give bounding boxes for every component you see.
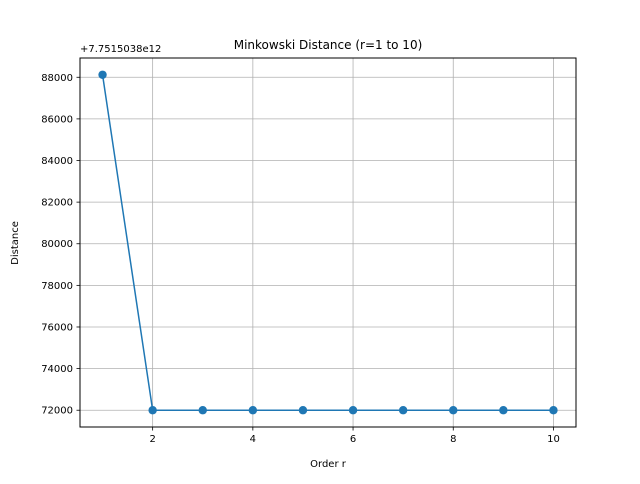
tick-layer: 2 4 6 8 10 72000 74000 76000 78000 80000 82000 8400… xyxy=(41,73,560,445)
data-point-marker xyxy=(148,406,157,415)
y-tick-label: 82000 xyxy=(41,198,73,209)
y-tick-label: 76000 xyxy=(41,322,73,333)
data-point-marker xyxy=(248,406,258,415)
axes-background xyxy=(80,58,576,427)
y-tick-label: 88000 xyxy=(41,73,73,84)
x-axis-label: Order r xyxy=(310,459,347,470)
x-tick-label: 6 xyxy=(350,434,356,445)
x-tick-label: 10 xyxy=(547,434,560,445)
data-point-marker xyxy=(298,406,308,415)
chart-title: Minkowski Distance (r=1 to 10) xyxy=(234,38,423,52)
data-point-marker xyxy=(348,406,358,415)
data-point-marker xyxy=(398,406,408,415)
x-tick-label: 4 xyxy=(250,434,256,445)
y-tick-label: 86000 xyxy=(41,114,73,125)
data-point-marker xyxy=(449,406,458,415)
y-tick-label: 78000 xyxy=(41,281,73,292)
x-tick-label: 8 xyxy=(450,434,456,445)
data-point-marker xyxy=(499,406,508,415)
x-tick-label: 2 xyxy=(149,434,155,445)
data-point-marker xyxy=(549,406,558,415)
data-point-marker xyxy=(98,70,107,79)
grid-layer xyxy=(80,58,576,427)
y-tick-label: 74000 xyxy=(41,364,73,375)
axes-frame xyxy=(79,57,577,428)
y-offset-text: +7.7515038e12 xyxy=(80,44,161,55)
y-tick-label: 80000 xyxy=(41,239,73,250)
series-layer xyxy=(98,70,558,415)
y-tick-label: 84000 xyxy=(41,156,73,167)
y-axis-label: Distance xyxy=(10,221,21,265)
data-point-marker xyxy=(198,406,207,415)
y-tick-label: 72000 xyxy=(41,406,73,417)
distance-series-line xyxy=(101,74,554,411)
